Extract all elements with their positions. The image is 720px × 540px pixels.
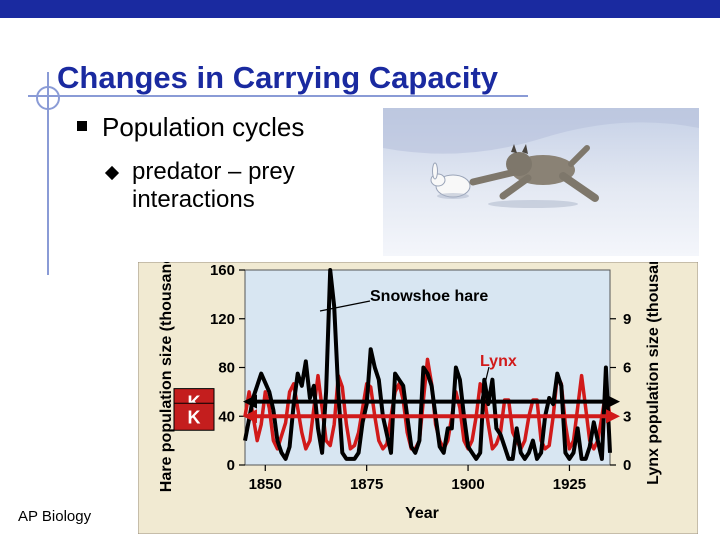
title-horizontal-rule: [28, 95, 528, 97]
k-arrow-left-icon: [243, 409, 257, 424]
right-tick-label: 0: [623, 457, 631, 474]
right-tick-label: 3: [623, 408, 631, 425]
footer-ap-biology: AP Biology: [18, 508, 92, 525]
left-axis-label: Hare population size (thousands): [158, 262, 175, 492]
k-arrow-left-icon: [243, 394, 257, 409]
x-tick-label: 1925: [553, 476, 586, 493]
lynx-series-line: [243, 357, 612, 451]
bullet-predator-prey: predator – prey interactions: [132, 158, 295, 213]
k-label-box: [173, 402, 215, 431]
bullet-population-cycles: Population cycles: [102, 112, 305, 142]
lynx-annotation: Lynx: [480, 353, 517, 370]
title-vertical-rule: [47, 72, 49, 275]
slide-title: Changes in Carrying Capacity: [57, 60, 499, 95]
x-tick-label: 1850: [249, 476, 282, 493]
k-label: K: [188, 407, 201, 427]
x-axis-label: Year: [405, 505, 439, 522]
x-tick-label: 1875: [350, 476, 383, 493]
x-tick-label: 1900: [451, 476, 484, 493]
lynx-annotation-pointer: [480, 366, 490, 401]
hare-annotation: Snowshoe hare: [370, 288, 488, 305]
k-arrow-right-icon: [606, 409, 620, 424]
hare-annotation-pointer: [319, 300, 371, 312]
bullet-square-icon: [77, 121, 87, 131]
right-axis-label: Lynx population size (thousands): [645, 262, 662, 485]
title-crosshair-circle: [36, 86, 60, 110]
left-tick-label: 0: [227, 457, 235, 474]
left-tick-label: 40: [218, 408, 235, 425]
lynx-hare-photo: [383, 108, 699, 256]
left-tick-label: 160: [210, 262, 235, 279]
right-tick-label: 9: [623, 311, 631, 328]
k-arrow-right-icon: [606, 394, 620, 409]
right-tick-label: 6: [623, 360, 631, 377]
left-tick-label: 80: [218, 360, 235, 377]
top-bar: [0, 0, 720, 18]
left-tick-label: 120: [210, 311, 235, 328]
bullet-diamond-icon: [104, 165, 120, 181]
